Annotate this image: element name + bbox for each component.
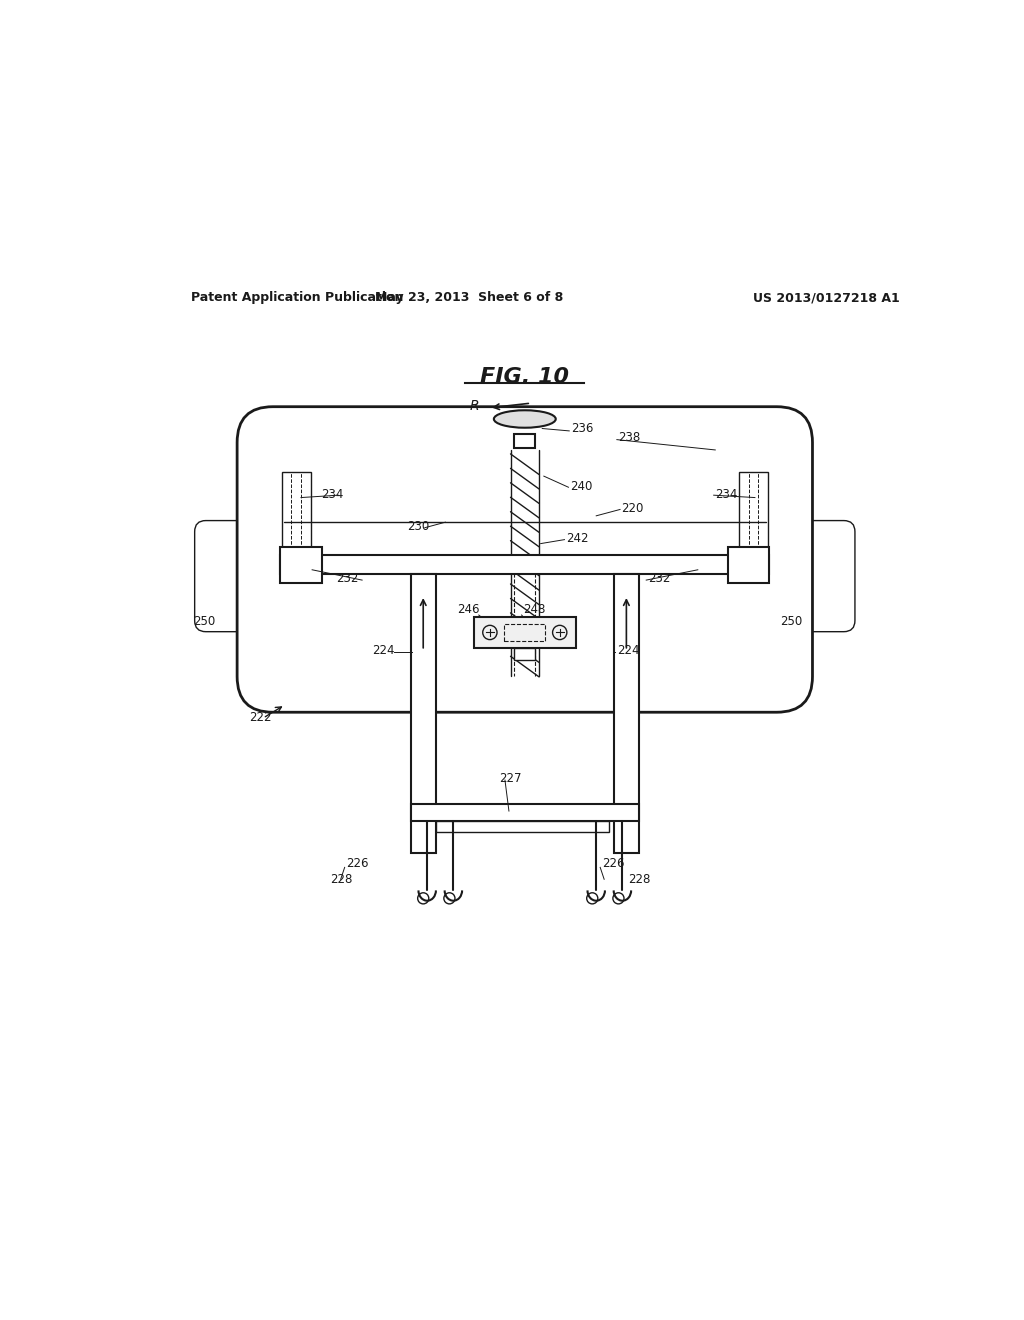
Text: 228: 228 [331,874,352,886]
Text: 227: 227 [500,772,522,785]
Bar [411,574,436,853]
Text: Patent Application Publication: Patent Application Publication [191,292,403,304]
Text: 232: 232 [648,573,670,586]
Text: US 2013/0127218 A1: US 2013/0127218 A1 [753,292,900,304]
Bar [282,473,310,570]
Text: 224: 224 [373,644,395,657]
Text: 228: 228 [628,874,650,886]
Bar [728,546,769,583]
FancyBboxPatch shape [195,520,287,632]
Bar [504,624,546,642]
Ellipse shape [494,411,556,428]
Bar [474,618,575,648]
Text: FIG. 10: FIG. 10 [480,367,569,387]
Bar [281,546,322,583]
Bar [613,574,639,853]
Text: 234: 234 [715,487,737,500]
Text: 250: 250 [194,615,215,627]
Bar [411,804,639,821]
FancyBboxPatch shape [238,407,812,713]
Text: May 23, 2013  Sheet 6 of 8: May 23, 2013 Sheet 6 of 8 [375,292,563,304]
Text: 226: 226 [602,858,625,870]
Text: 232: 232 [336,573,358,586]
Text: 250: 250 [780,615,803,627]
Bar [514,648,536,660]
FancyBboxPatch shape [763,520,855,632]
Text: 226: 226 [346,858,369,870]
Bar [281,554,769,574]
Bar [436,821,609,833]
Text: 242: 242 [566,532,589,545]
Text: 220: 220 [622,502,644,515]
Text: R: R [469,399,479,413]
Text: 248: 248 [523,603,546,616]
Text: 238: 238 [618,432,641,445]
Bar [514,434,536,449]
Text: 236: 236 [570,421,593,434]
Text: 224: 224 [616,644,639,657]
Bar [739,473,768,570]
Text: 222: 222 [249,710,271,723]
Text: 230: 230 [408,520,430,533]
Text: 240: 240 [570,479,593,492]
Text: 234: 234 [321,487,343,500]
Text: 246: 246 [457,603,479,616]
